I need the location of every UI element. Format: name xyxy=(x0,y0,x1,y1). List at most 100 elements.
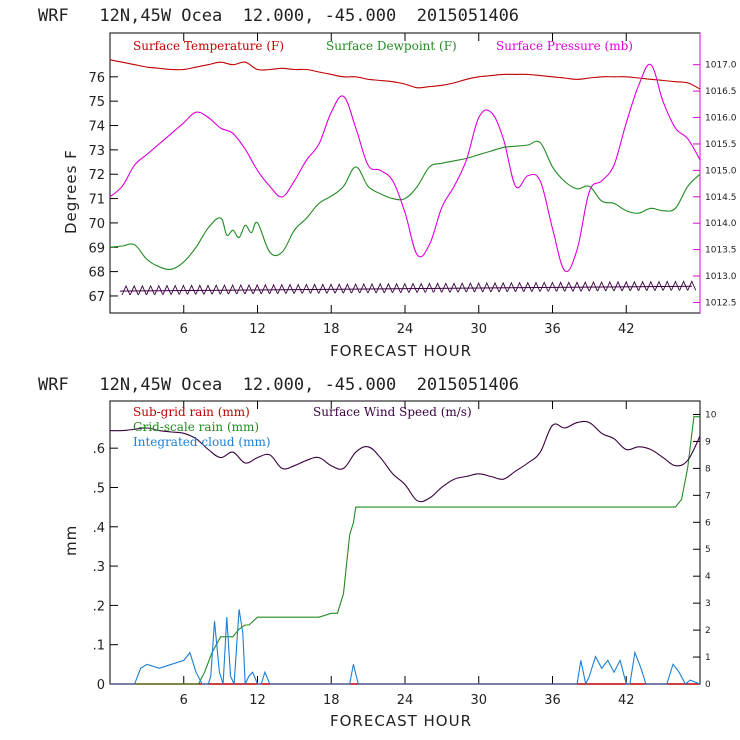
wind-barb xyxy=(588,280,598,292)
y-tick-label: .4 xyxy=(93,521,105,536)
wind-barb xyxy=(236,283,246,295)
wind-barb xyxy=(572,281,582,292)
wind-barb xyxy=(613,280,623,292)
y-tick-label: .2 xyxy=(93,599,105,614)
x-tick-label: 6 xyxy=(180,693,188,708)
x-tick-label: 6 xyxy=(180,322,188,337)
wind-barb xyxy=(547,281,557,292)
top-x-axis-label: FORECAST HOUR xyxy=(330,342,472,360)
wind-barb xyxy=(252,283,262,295)
bottom-x-axis-label: FORECAST HOUR xyxy=(330,712,472,730)
wind-barb xyxy=(277,283,287,294)
wind-barb xyxy=(654,280,664,291)
series-line-cloud xyxy=(110,609,701,686)
y2-tick-label: 4 xyxy=(705,572,711,582)
wind-barb xyxy=(137,284,147,296)
wind-barb xyxy=(146,284,156,295)
wind-barb xyxy=(244,283,254,295)
top-x-ticks: 6 12 18 24 30 36 42 xyxy=(180,33,635,337)
top-y2-ticks: 1012.5 1013.0 1013.5 1014.0 1014.5 1015.0 1015… xyxy=(693,61,737,308)
wind-barb xyxy=(285,283,295,294)
y2-tick-label: 1013.5 xyxy=(705,246,737,256)
wind-barb xyxy=(400,282,410,293)
top-plot-frame xyxy=(109,32,701,314)
top-chart-title: WRF 12N,45W Ocea 12.000, -45.000 2015051… xyxy=(38,6,519,26)
wind-barb xyxy=(490,281,500,293)
wind-barb xyxy=(375,282,385,294)
wind-barb xyxy=(301,283,311,294)
x-tick-label: 24 xyxy=(397,322,414,337)
legend-gridscale-rain: Grid-scale rain (mm) xyxy=(133,420,259,434)
wind-barb xyxy=(121,284,131,296)
wind-barb xyxy=(203,284,213,295)
x-tick-label: 18 xyxy=(323,693,340,708)
wind-barb xyxy=(187,284,197,295)
bottom-series-group xyxy=(109,416,701,686)
wind-barb xyxy=(219,284,229,295)
y-tick-label: 74 xyxy=(88,120,105,135)
bottom-y-ticks: 0 .1 .2 .3 .4 .5 .6 xyxy=(93,442,118,693)
wind-barb xyxy=(629,280,639,291)
wind-barb xyxy=(498,281,508,293)
y-tick-label: .6 xyxy=(93,442,105,457)
top-y-ticks: 67 68 69 70 71 72 73 74 75 76 xyxy=(88,71,118,305)
x-tick-label: 30 xyxy=(470,322,487,337)
bottom-y2-ticks: 0 1 2 3 4 5 6 7 8 9 10 xyxy=(693,410,717,690)
wind-barb xyxy=(269,283,279,294)
y2-tick-label: 1016.0 xyxy=(705,114,737,124)
y-tick-label: 72 xyxy=(88,168,105,183)
wind-barb xyxy=(539,281,549,292)
series-line-wind xyxy=(109,420,701,503)
y-tick-label: .3 xyxy=(93,560,105,575)
y2-tick-label: 5 xyxy=(705,545,711,555)
wind-barb xyxy=(359,282,369,294)
wind-barb xyxy=(531,281,541,292)
wind-barbs-series xyxy=(119,280,697,296)
legend-surface-wind-speed: Surface Wind Speed (m/s) xyxy=(313,405,472,419)
wind-barb xyxy=(564,281,574,292)
wind-barb xyxy=(523,281,533,292)
x-tick-label: 24 xyxy=(397,693,414,708)
wind-barb xyxy=(154,284,164,295)
wind-barb xyxy=(474,281,484,293)
wind-barb xyxy=(597,280,607,292)
y-tick-label: 70 xyxy=(88,217,105,232)
wind-barb-baseline xyxy=(119,285,693,292)
y2-tick-label: 3 xyxy=(705,599,711,609)
wind-barb xyxy=(392,282,402,293)
wind-barb xyxy=(195,284,205,295)
legend-surface-temperature: Surface Temperature (F) xyxy=(133,39,284,53)
y-tick-label: .1 xyxy=(93,639,105,654)
wind-barb xyxy=(228,283,238,295)
wind-barb xyxy=(170,284,180,295)
bottom-chart-title: WRF 12N,45W Ocea 12.000, -45.000 2015051… xyxy=(38,375,519,395)
wind-barb xyxy=(457,282,467,293)
series-line-pressure xyxy=(109,63,701,273)
y-tick-label: 71 xyxy=(88,193,105,208)
y2-tick-label: 1014.5 xyxy=(705,193,737,203)
y2-tick-label: 1015.5 xyxy=(705,140,737,150)
x-tick-label: 42 xyxy=(618,693,635,708)
x-tick-label: 12 xyxy=(249,693,266,708)
legend-surface-pressure: Surface Pressure (mb) xyxy=(496,39,633,53)
y-tick-label: 67 xyxy=(88,290,105,305)
legend-integrated-cloud: Integrated cloud (mm) xyxy=(133,435,271,449)
wind-barb xyxy=(318,283,328,294)
y-tick-label: 73 xyxy=(88,144,105,159)
wind-barb xyxy=(416,282,426,293)
y-tick-label: 69 xyxy=(88,241,105,256)
legend-surface-dewpoint: Surface Dewpoint (F) xyxy=(326,39,457,53)
wind-barb xyxy=(662,280,672,291)
legend-subgrid-rain: Sub-grid rain (mm) xyxy=(133,405,250,419)
wind-barb xyxy=(162,284,172,295)
wind-barb xyxy=(670,280,680,291)
wind-barb xyxy=(367,282,377,294)
y2-tick-label: 6 xyxy=(705,518,711,528)
y2-tick-label: 0 xyxy=(705,680,711,690)
wind-barb xyxy=(293,283,303,294)
x-tick-label: 42 xyxy=(618,322,635,337)
wind-barb xyxy=(605,280,615,292)
y2-tick-label: 1016.5 xyxy=(705,87,737,97)
